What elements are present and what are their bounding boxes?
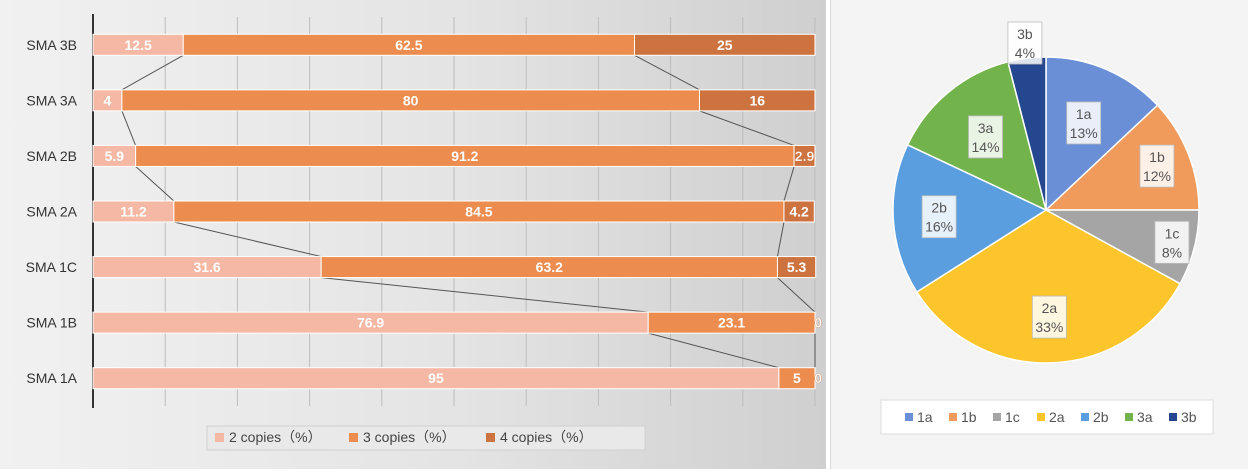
pie-chart-panel: 1a 13% 1b 12% 1c 8% 2a 33% 2b 16% 3a 14% 3b 4% 1a 1b 1c 2… — [830, 0, 1248, 469]
bar-data-label: 91.2 — [451, 148, 478, 164]
pie-label-value: 16% — [925, 219, 953, 235]
bar-data-label: 12.5 — [125, 37, 152, 53]
pie-label-name: 2b — [931, 200, 947, 216]
bar-data-label: 4 — [104, 92, 112, 108]
pie-label-box — [1031, 295, 1067, 339]
bar-data-label: 5 — [793, 370, 801, 386]
pie-label-value: 8% — [1162, 244, 1182, 260]
stacked-bar-chart: SMA 1A SMA 1B SMA 1C SMA 2A SMA 2B SMA 3A SMA … — [26, 14, 822, 451]
category-label: SMA 2A — [26, 204, 77, 220]
pie-label-name: 3b — [1017, 26, 1033, 42]
legend-swatch — [349, 433, 358, 442]
pie-slice — [892, 143, 1048, 294]
legend-label: 2 copies（%） — [229, 429, 322, 445]
legend-label: 2a — [1049, 409, 1065, 425]
category-label: SMA 1B — [26, 315, 77, 331]
legend-swatch — [993, 413, 1001, 421]
series-connector-line — [173, 221, 322, 258]
legend-swatch — [1169, 413, 1177, 421]
bar-data-label: 5.9 — [105, 148, 125, 164]
category-label: SMA 3B — [26, 37, 77, 53]
bar-data-label: 0 — [814, 315, 822, 331]
legend-swatch — [949, 413, 957, 421]
pie-label-value: 4% — [1015, 45, 1035, 61]
bar-segment — [698, 89, 816, 112]
category-label: SMA 3A — [26, 92, 77, 108]
bar-data-label: 2.9 — [795, 148, 815, 164]
series-connector-line — [776, 221, 785, 257]
bar-segment — [634, 33, 816, 56]
legend-label: 1b — [961, 409, 977, 425]
pie-label-box — [1066, 101, 1102, 145]
legend-label: 1a — [917, 409, 933, 425]
category-label: SMA 2B — [26, 148, 77, 164]
legend-box — [880, 399, 1214, 435]
bar-data-label: 16 — [749, 92, 765, 108]
pie-slice — [915, 209, 1182, 364]
pie-slice — [1045, 56, 1159, 212]
pie-label-name: 3a — [978, 120, 994, 136]
bar-data-label: 25 — [717, 37, 733, 53]
series-connector-line — [135, 166, 175, 202]
legend-swatch — [215, 433, 224, 442]
legend-swatch — [486, 433, 495, 442]
bar-data-label: 62.5 — [395, 37, 422, 53]
pie-label-box — [1007, 21, 1043, 65]
legend-swatch — [1081, 413, 1089, 421]
stacked-bar-chart-panel: SMA 1A SMA 1B SMA 1C SMA 2A SMA 2B SMA 3A SMA … — [0, 0, 826, 469]
legend-swatch — [1037, 413, 1045, 421]
series-connector-line — [321, 277, 649, 313]
legend-label: 3b — [1181, 409, 1197, 425]
bar-data-label: 11.2 — [120, 204, 147, 220]
pie-label-value: 13% — [1070, 125, 1098, 141]
category-label: SMA 1A — [26, 370, 77, 386]
bar-data-label: 76.9 — [357, 315, 384, 331]
legend-label: 4 copies（%） — [500, 429, 593, 445]
series-connector-line — [699, 110, 795, 146]
category-label: SMA 1C — [26, 259, 77, 275]
legend-box — [206, 425, 646, 451]
pie-label-name: 1a — [1076, 106, 1092, 122]
pie-label-name: 1c — [1165, 225, 1180, 241]
legend-swatch — [1125, 413, 1133, 421]
series-connector-line — [648, 332, 780, 369]
pie-label-name: 1b — [1149, 149, 1165, 165]
bar-data-label: 31.6 — [193, 259, 220, 275]
bar-data-label: 63.2 — [536, 259, 563, 275]
bar-segment — [793, 144, 816, 167]
legend-swatch — [905, 413, 913, 421]
bar-segment — [776, 256, 817, 279]
bar-data-label: 4.2 — [789, 204, 809, 220]
bar-segment — [647, 311, 816, 334]
series-connector-line — [121, 110, 137, 146]
pie-label-value: 12% — [1143, 168, 1171, 184]
pie-label-box — [1154, 220, 1190, 264]
bar-data-label: 80 — [403, 92, 419, 108]
pie-label-value: 33% — [1035, 319, 1063, 335]
pie-label-box — [1139, 144, 1175, 188]
series-connector-line — [783, 166, 795, 202]
pie-label-box — [968, 115, 1003, 159]
series-connector-line — [777, 277, 816, 313]
bar-data-label: 0 — [814, 370, 822, 386]
bar-data-label: 95 — [428, 370, 444, 386]
bar-data-label: 23.1 — [718, 315, 745, 331]
legend-label: 2b — [1093, 409, 1109, 425]
pie-label-name: 2a — [1042, 300, 1058, 316]
legend-label: 3 copies（%） — [363, 429, 456, 445]
pie-chart: 1a 13% 1b 12% 1c 8% 2a 33% 2b 16% 3a 14% 3b 4% 1a 1b 1c 2… — [880, 21, 1214, 435]
pie-label-value: 14% — [972, 139, 1000, 155]
bar-segment — [778, 367, 816, 390]
bar-data-label: 5.3 — [787, 259, 807, 275]
bar-data-label: 84.5 — [465, 204, 492, 220]
pie-label-box — [921, 195, 957, 239]
series-connector-line — [634, 54, 700, 91]
bar-segment — [783, 200, 815, 223]
series-connector-line — [121, 54, 184, 91]
legend-label: 1c — [1005, 409, 1020, 425]
legend-label: 3a — [1137, 409, 1153, 425]
